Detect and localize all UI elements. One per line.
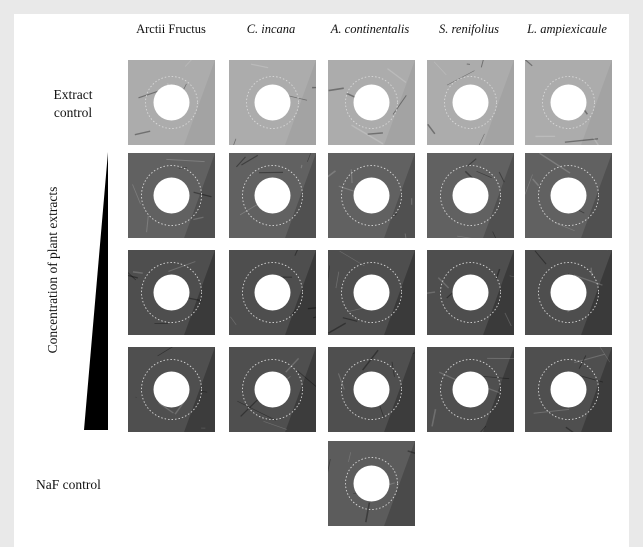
column-header-2: C. incana	[246, 22, 296, 36]
column-header-4: S. renifolius	[439, 22, 499, 36]
enamel-specimen-image	[328, 347, 415, 432]
window-hole	[153, 274, 190, 311]
specimen-tile-extract-control-col-5	[525, 60, 612, 145]
enamel-specimen-image	[525, 347, 612, 432]
specimen-tile-concentration-mid-col-5	[525, 250, 612, 335]
specimen-tile-concentration-low-col-1	[128, 153, 215, 238]
naf-control-label: NaF control	[36, 477, 101, 492]
specimen-tile-concentration-low-col-4	[427, 153, 514, 238]
specimen-tile-concentration-high-col-2	[229, 347, 316, 432]
window-hole	[452, 371, 489, 408]
window-hole	[550, 177, 587, 214]
enamel-specimen-image	[128, 347, 215, 432]
window-hole	[153, 371, 190, 408]
enamel-specimen-image	[525, 153, 612, 238]
window-hole	[353, 371, 390, 408]
specimen-tile-concentration-high-col-1	[128, 347, 215, 432]
window-hole	[550, 84, 587, 121]
enamel-specimen-image	[328, 250, 415, 335]
enamel-specimen-image	[328, 60, 415, 145]
window-hole	[452, 274, 489, 311]
enamel-specimen-image	[328, 441, 415, 526]
enamel-specimen-image	[525, 60, 612, 145]
specimen-tile-extract-control-col-3	[328, 60, 415, 145]
specimen-tile-concentration-low-col-3	[328, 153, 415, 238]
specimen-tile-concentration-mid-col-1	[128, 250, 215, 335]
window-hole	[254, 371, 291, 408]
specimen-tile-extract-control-col-1	[128, 60, 215, 145]
extract-control-line-2: control	[53, 105, 93, 120]
enamel-specimen-image	[229, 347, 316, 432]
column-header-1: Arctii Fructus	[136, 22, 206, 36]
extract-control-line-1: Extract	[53, 87, 93, 102]
enamel-specimen-image	[128, 250, 215, 335]
specimen-tile-extract-control-col-4	[427, 60, 514, 145]
enamel-specimen-image	[229, 250, 316, 335]
enamel-specimen-image	[427, 250, 514, 335]
specimen-tile-extract-control-col-2	[229, 60, 316, 145]
specimen-tile-naf-control	[328, 441, 415, 526]
enamel-specimen-image	[427, 347, 514, 432]
window-hole	[452, 84, 489, 121]
window-hole	[153, 177, 190, 214]
specimen-tile-concentration-high-col-5	[525, 347, 612, 432]
column-header-5: L. ampiexicaule	[527, 22, 607, 36]
enamel-specimen-image	[229, 153, 316, 238]
window-hole	[550, 371, 587, 408]
enamel-specimen-image	[328, 153, 415, 238]
extract-control-label: Extract control	[36, 86, 110, 122]
window-hole	[550, 274, 587, 311]
enamel-specimen-image	[427, 153, 514, 238]
window-hole	[153, 84, 190, 121]
window-hole	[353, 274, 390, 311]
concentration-axis-label: Concentration of plant extracts	[45, 186, 60, 354]
specimen-tile-concentration-low-col-5	[525, 153, 612, 238]
specimen-tile-concentration-high-col-3	[328, 347, 415, 432]
window-hole	[353, 84, 390, 121]
window-hole	[353, 177, 390, 214]
window-hole	[254, 274, 291, 311]
specimen-tile-concentration-mid-col-2	[229, 250, 316, 335]
concentration-wedge	[84, 152, 108, 430]
specimen-tile-concentration-mid-col-4	[427, 250, 514, 335]
enamel-specimen-image	[128, 153, 215, 238]
window-hole	[254, 84, 291, 121]
enamel-specimen-image	[229, 60, 316, 145]
enamel-specimen-image	[128, 60, 215, 145]
specimen-tile-concentration-mid-col-3	[328, 250, 415, 335]
column-header-3: A. continentalis	[330, 22, 410, 36]
window-hole	[353, 465, 390, 502]
enamel-specimen-image	[525, 250, 612, 335]
window-hole	[452, 177, 489, 214]
specimen-tile-concentration-high-col-4	[427, 347, 514, 432]
window-hole	[254, 177, 291, 214]
enamel-specimen-image	[427, 60, 514, 145]
specimen-tile-concentration-low-col-2	[229, 153, 316, 238]
